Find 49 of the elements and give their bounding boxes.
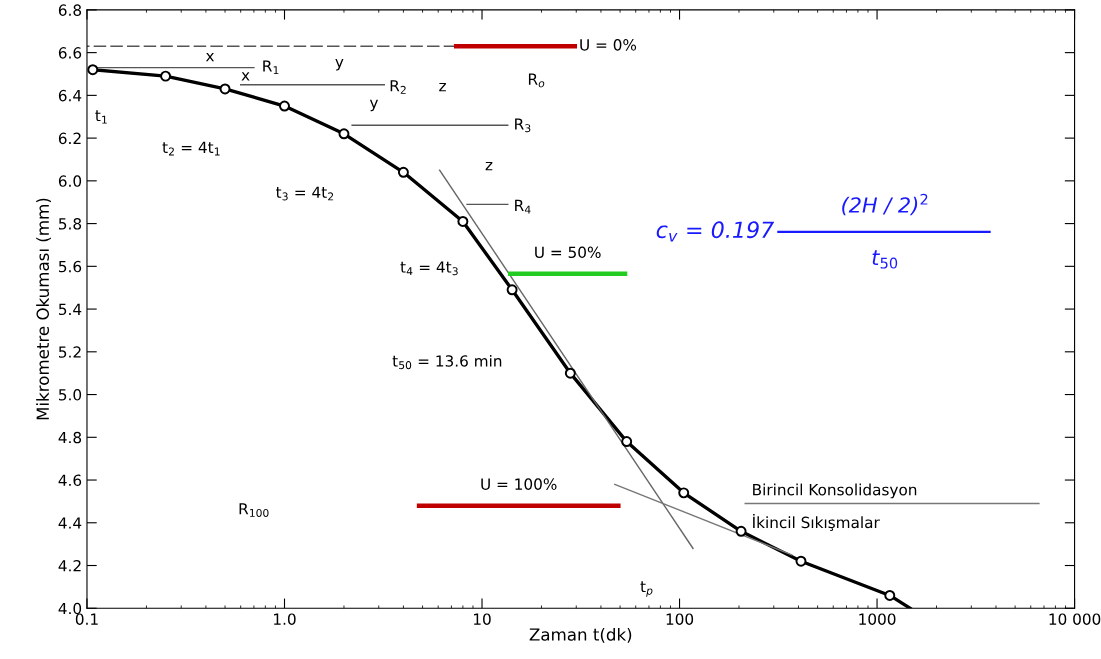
annotation: z xyxy=(439,82,446,92)
y-tick-label: 5.2 xyxy=(59,346,81,358)
series-label: U = 50% xyxy=(535,246,601,259)
y-tick-label: 5.4 xyxy=(59,303,82,316)
annotation: t$_{50}$ = 13.6 min xyxy=(392,354,502,370)
x-axis-title: Zaman t(dk) xyxy=(529,627,632,643)
annotation: R$_{1}$ xyxy=(263,60,279,75)
annotation: t$_{2}$ = 4t$_{1}$ xyxy=(162,141,220,156)
annotation: t$_{50}$ xyxy=(872,250,898,269)
annotation: Birincil Konsolidasyon xyxy=(753,483,917,499)
y-tick-label: 5.6 xyxy=(59,260,82,273)
y-tick-label: 5.8 xyxy=(59,218,82,230)
annotation: x xyxy=(205,53,215,62)
x-tick-label: 1.0 xyxy=(274,613,296,625)
y-axis-title: Mikrometre Okuması (mm) xyxy=(36,198,51,420)
series-label: U = 100% xyxy=(481,478,557,490)
x-tick-label: 0.1 xyxy=(75,613,98,625)
annotation: x xyxy=(241,72,250,81)
annotation: R$_{2}$ xyxy=(390,80,406,94)
y-tick-label: 4.8 xyxy=(58,431,82,444)
x-tick-label: 100 xyxy=(666,613,694,625)
x-tick-label: 10 xyxy=(473,613,491,625)
series-label: U = 0% xyxy=(580,39,637,51)
annotation: R$_{4}$ xyxy=(515,199,531,214)
annotation: R$_{o}$ xyxy=(528,73,545,88)
y-tick-label: 6.0 xyxy=(58,175,82,187)
annotation: y xyxy=(335,59,344,71)
annotation: t$_{3}$ = 4t$_{2}$ xyxy=(276,186,334,201)
y-tick-label: 4.6 xyxy=(58,474,82,487)
annotation: t$_{4}$ = 4t$_{3}$ xyxy=(400,261,458,276)
annotation: t$_{p}$ xyxy=(640,581,653,597)
y-tick-label: 5.0 xyxy=(59,389,82,401)
annotation: R$_{100}$ xyxy=(239,503,269,517)
annotation: (2H / 2)$^{2}$ xyxy=(842,193,928,216)
x-tick-label: 1000 xyxy=(859,613,896,625)
annotation: t$_{1}$ xyxy=(95,110,107,124)
y-tick-label: 4.0 xyxy=(58,602,82,615)
y-tick-label: 6.8 xyxy=(58,4,82,16)
y-tick-label: 4.2 xyxy=(58,559,81,572)
y-tick-label: 6.4 xyxy=(58,89,82,102)
annotation: z xyxy=(485,161,493,171)
annotation: c$_{v}$ = 0.197 xyxy=(656,221,775,242)
annotation: R$_{3}$ xyxy=(515,118,531,133)
y-tick-label: 6.2 xyxy=(58,132,81,145)
x-tick-label: 10 000 xyxy=(1049,613,1101,625)
y-tick-label: 4.4 xyxy=(58,517,82,529)
annotation: İkincil Sıkışmalar xyxy=(753,514,880,531)
y-tick-label: 6.6 xyxy=(58,47,82,59)
annotation: y xyxy=(369,99,379,112)
